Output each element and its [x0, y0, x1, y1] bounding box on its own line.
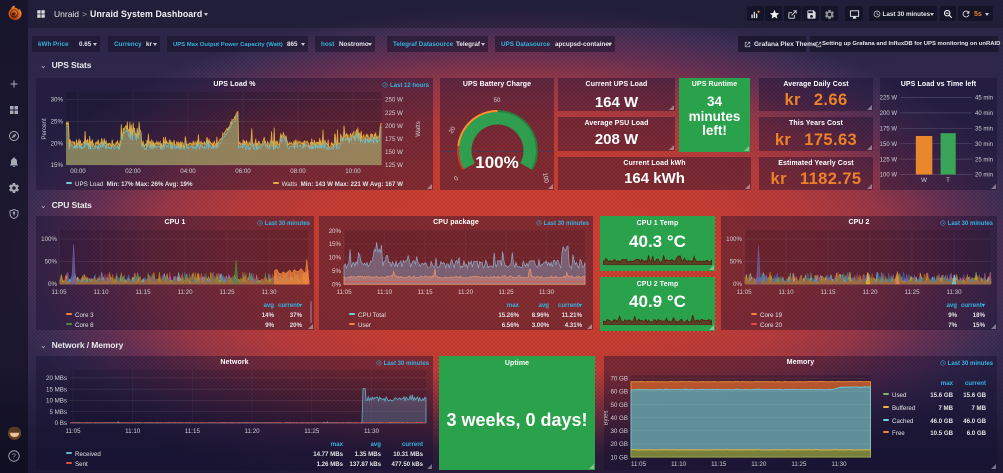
svg-text:11:15: 11:15 [820, 289, 836, 296]
svg-text:10%: 10% [329, 255, 342, 262]
svg-text:100%: 100% [726, 236, 742, 243]
svg-text:30 GB: 30 GB [610, 428, 628, 435]
svg-text:11:05: 11:05 [336, 289, 352, 296]
svg-text:11:25: 11:25 [904, 289, 920, 296]
svg-text:250 W: 250 W [385, 97, 403, 104]
svg-text:150 W: 150 W [880, 142, 897, 148]
svg-text:06:00: 06:00 [235, 168, 251, 175]
svg-text:10 GB: 10 GB [610, 454, 628, 461]
svg-text:225 W: 225 W [880, 96, 897, 102]
svg-text:11:20: 11:20 [177, 289, 193, 296]
svg-text:11:10: 11:10 [778, 289, 794, 296]
svg-text:0%: 0% [733, 281, 742, 288]
svg-text:11:30: 11:30 [539, 289, 555, 296]
svg-text:125 W: 125 W [385, 162, 403, 169]
svg-text:08:00: 08:00 [290, 168, 306, 175]
svg-text:11:15: 11:15 [135, 289, 151, 296]
svg-text:0 Bs: 0 Bs [55, 420, 67, 427]
svg-text:02:00: 02:00 [125, 168, 141, 175]
svg-text:150 W: 150 W [385, 149, 403, 156]
svg-text:15%: 15% [329, 241, 342, 248]
svg-text:5%: 5% [332, 268, 341, 275]
svg-text:40 GB: 40 GB [610, 415, 628, 422]
svg-text:11:30: 11:30 [946, 289, 962, 296]
svg-text:Bytes: Bytes [604, 410, 610, 425]
svg-text:?: ? [12, 454, 16, 461]
svg-text:11:10: 11:10 [93, 289, 109, 296]
svg-text:00:00: 00:00 [70, 168, 86, 175]
svg-text:11:05: 11:05 [736, 289, 752, 296]
svg-text:35 min: 35 min [975, 127, 993, 133]
svg-text:11:05: 11:05 [51, 289, 67, 296]
svg-text:20 MBs: 20 MBs [46, 375, 67, 382]
svg-text:11:20: 11:20 [245, 428, 261, 435]
svg-text:11:15: 11:15 [185, 428, 201, 435]
svg-text:11:10: 11:10 [125, 428, 141, 435]
svg-text:100 W: 100 W [880, 173, 897, 179]
svg-text:15%: 15% [51, 162, 64, 169]
svg-text:50 GB: 50 GB [610, 402, 628, 409]
svg-text:175 W: 175 W [880, 127, 897, 133]
svg-text:15 MBs: 15 MBs [46, 386, 67, 393]
svg-text:11:30: 11:30 [261, 289, 277, 296]
svg-text:11:25: 11:25 [498, 289, 514, 296]
svg-text:11:25: 11:25 [791, 461, 807, 468]
svg-text:20%: 20% [51, 141, 64, 148]
svg-text:40 min: 40 min [975, 111, 993, 117]
svg-text:11:30: 11:30 [831, 461, 847, 468]
svg-text:11:25: 11:25 [304, 428, 320, 435]
svg-text:225 W: 225 W [385, 110, 403, 117]
svg-text:50%: 50% [45, 259, 58, 266]
svg-text:25%: 25% [51, 119, 64, 126]
svg-text:70 GB: 70 GB [610, 376, 628, 383]
svg-text:Percent: Percent [41, 118, 48, 140]
svg-text:200 W: 200 W [880, 111, 897, 117]
svg-text:100%: 100% [41, 236, 57, 243]
svg-text:100: 100 [541, 172, 550, 184]
svg-text:11:10: 11:10 [671, 461, 687, 468]
svg-text:0: 0 [453, 175, 461, 183]
svg-text:175 W: 175 W [385, 136, 403, 143]
svg-text:20%: 20% [329, 228, 342, 235]
svg-text:30 min: 30 min [975, 142, 993, 148]
svg-text:11:15: 11:15 [711, 461, 727, 468]
svg-text:45 min: 45 min [975, 96, 993, 102]
svg-text:11:15: 11:15 [417, 289, 433, 296]
svg-text:T: T [946, 177, 950, 184]
svg-text:0%: 0% [48, 281, 57, 288]
svg-text:11:20: 11:20 [862, 289, 878, 296]
svg-text:200 W: 200 W [385, 123, 403, 130]
svg-text:10 MBs: 10 MBs [46, 398, 67, 405]
svg-text:11:20: 11:20 [751, 461, 767, 468]
svg-text:5 MBs: 5 MBs [49, 409, 67, 416]
svg-text:11:05: 11:05 [631, 461, 647, 468]
svg-text:30%: 30% [51, 97, 64, 104]
svg-text:60 GB: 60 GB [610, 389, 628, 396]
svg-text:50: 50 [494, 97, 501, 104]
svg-text:11:10: 11:10 [377, 289, 393, 296]
svg-text:04:00: 04:00 [180, 168, 196, 175]
svg-text:11:30: 11:30 [364, 428, 380, 435]
svg-text:10:00: 10:00 [345, 168, 361, 175]
svg-text:20: 20 [448, 125, 458, 135]
svg-text:25 min: 25 min [975, 157, 993, 163]
svg-text:125 W: 125 W [880, 157, 897, 163]
svg-text:20 GB: 20 GB [610, 441, 628, 448]
svg-text:0%: 0% [332, 282, 341, 289]
svg-text:11:20: 11:20 [458, 289, 474, 296]
svg-text:11:05: 11:05 [65, 428, 81, 435]
svg-text:11:25: 11:25 [219, 289, 235, 296]
svg-text:20 min: 20 min [975, 173, 993, 179]
svg-text:Watts: Watts [415, 121, 422, 137]
svg-text:50%: 50% [730, 259, 743, 266]
svg-text:W: W [921, 177, 927, 184]
